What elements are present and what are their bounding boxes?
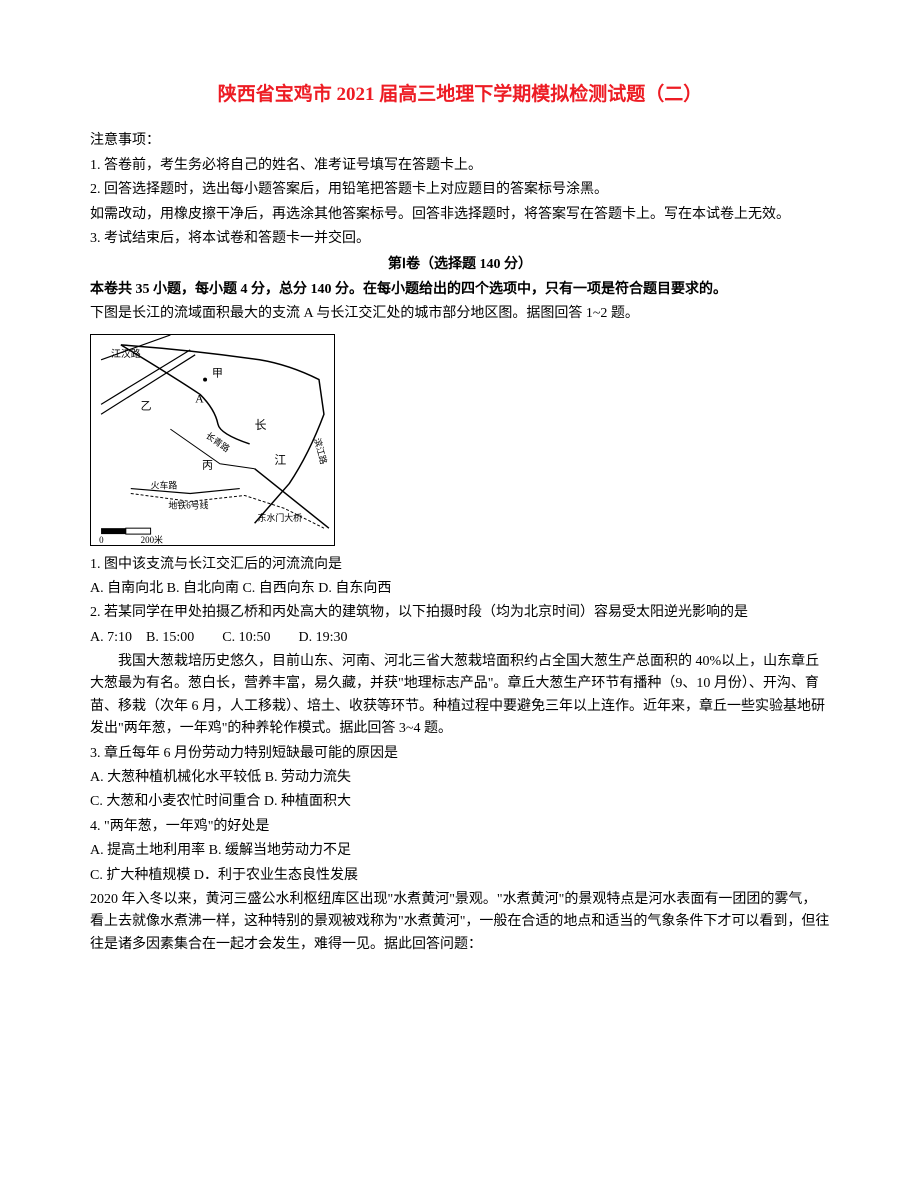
map-scale-0: 0 [99,535,104,545]
note-line-2: 2. 回答选择题时，选出每小题答案后，用铅笔把答题卡上对应题目的答案标号涂黑。 [90,179,830,201]
map-svg: 江汉路 甲 乙 丙 A 长 江 长青路 火车路 地铁6号线 东水门大桥 滨江路 … [91,335,334,545]
q3-options-ab: A. 大葱种植机械化水平较低 B. 劳动力流失 [90,767,830,789]
map-label-jiang: 江 [274,452,286,466]
q3-options-cd: C. 大葱和小麦农忙时间重合 D. 种植面积大 [90,791,830,813]
map-road-huocheng [131,488,240,493]
note-line-3: 如需改动，用橡皮擦干净后，再选涂其他答案标号。回答非选择题时，将答案写在答题卡上… [90,204,830,226]
map-label-binjiang: 滨江路 [312,436,330,465]
q4-options-cd: C. 扩大种植规模 D．利于农业生态良性发展 [90,865,830,887]
section1-header: 第Ⅰ卷（选择题 140 分） [90,254,830,276]
map-scale-bar-1 [101,528,126,534]
q4-options-ab: A. 提高土地利用率 B. 缓解当地劳动力不足 [90,840,830,862]
map-label-bing: 丙 [202,459,213,471]
map-label-A: A [195,391,204,405]
map-label-metro: 地铁6号线 [168,499,208,510]
q1-options: A. 自南向北 B. 自北向南 C. 自西向东 D. 自东向西 [90,578,830,600]
map-scale-200: 200米 [141,534,163,545]
map-label-jianghan: 江汉路 [111,346,141,359]
q4-stem: 4. "两年葱，一年鸡"的好处是 [90,816,830,838]
map-label-bridge: 东水门大桥 [258,512,303,523]
passage1-intro: 下图是长江的流域面积最大的支流 A 与长江交汇处的城市部分地区图。据图回答 1~… [90,303,830,325]
passage2-intro: 我国大葱栽培历史悠久，目前山东、河南、河北三省大葱栽培面积约占全国大葱生产总面积… [90,651,830,741]
note-line-1: 1. 答卷前，考生务必将自己的姓名、准考证号填写在答题卡上。 [90,155,830,177]
map-point-jia [203,377,207,381]
map-label-chang: 长 [255,418,267,432]
note-line-4: 3. 考试结束后，将本试卷和答题卡一并交回。 [90,228,830,250]
q2-options: A. 7:10 B. 15:00 C. 10:50 D. 19:30 [90,627,830,649]
map-scale-bar-2 [126,528,151,534]
q2-stem: 2. 若某同学在甲处拍摄乙桥和丙处高大的建筑物，以下拍摄时段（均为北京时间）容易… [90,602,830,624]
map-label-yi: 乙 [141,399,152,412]
section1-instruction: 本卷共 35 小题，每小题 4 分，总分 140 分。在每小题给出的四个选项中，… [90,279,830,301]
map-figure: 江汉路 甲 乙 丙 A 长 江 长青路 火车路 地铁6号线 东水门大桥 滨江路 … [90,334,335,546]
exam-title: 陕西省宝鸡市 2021 届高三地理下学期模拟检测试题（二） [90,80,830,110]
q3-stem: 3. 章丘每年 6 月份劳动力特别短缺最可能的原因是 [90,743,830,765]
map-label-changqing: 长青路 [204,429,232,453]
passage3-text: 2020 年入冬以来，黄河三盛公水利枢纽库区出现"水煮黄河"景观。"水煮黄河"的… [90,889,830,956]
map-label-huocheng: 火车路 [151,479,178,490]
q1-stem: 1. 图中该支流与长江交汇后的河流流向是 [90,554,830,576]
notes-header: 注意事项： [90,130,830,152]
map-label-jia: 甲 [212,367,223,379]
